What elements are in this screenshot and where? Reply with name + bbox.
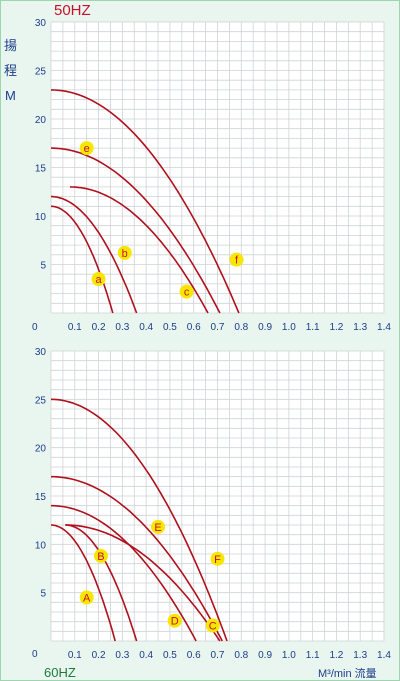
curve-f	[50, 89, 240, 314]
x-tick-label: 0.8	[234, 650, 248, 661]
curve-label-bubble-B	[93, 548, 108, 563]
x-tick-label: 1.2	[329, 322, 343, 333]
curve-label-F: F	[214, 554, 221, 566]
origin-label-60hz: 0	[32, 649, 38, 660]
curve-label-bubble-A	[79, 590, 94, 605]
x-tick-label: 0.6	[187, 650, 201, 661]
x-tick-label: 0.4	[139, 322, 153, 333]
x-tick-label: 0.5	[163, 322, 177, 333]
x-tick-label: 0.4	[139, 650, 153, 661]
x-tick-label: 1.1	[306, 650, 320, 661]
x-tick-label: 0.1	[68, 650, 82, 661]
x-tick-label: 0.2	[92, 322, 106, 333]
x-tick-label: 0.7	[211, 650, 225, 661]
y-tick-label: 30	[35, 347, 47, 358]
x-ticks-50hz: 0.1 0.2 0.3 0.4 0.5 0.6 0.7 0.8 0.9 1.0 1.1 1.2 1.3 1…	[68, 322, 392, 333]
x-tick-label: 1.0	[282, 650, 296, 661]
x-ticks-60hz: 0.1 0.2 0.3 0.4 0.5 0.6 0.7 0.8 0.9 1.0 1.1 1.2 1.3 1…	[68, 650, 392, 661]
x-tick-label: 0.6	[187, 322, 201, 333]
curve-label-bubble-b	[117, 245, 132, 260]
curve-label-B: B	[97, 551, 104, 563]
x-tick-label: 1.0	[282, 322, 296, 333]
x-tick-label: 1.3	[353, 322, 367, 333]
y-tick-label: 10	[35, 212, 47, 223]
curve-F	[50, 398, 228, 642]
curve-D	[51, 504, 197, 642]
curve-label-b: b	[122, 248, 128, 260]
curve-label-a: a	[96, 274, 103, 286]
x-axis-label: M³/min 流量	[318, 666, 377, 680]
y-tick-label: 5	[40, 261, 46, 272]
curve-label-bubble-f	[229, 252, 244, 267]
curve-label-e: e	[84, 143, 90, 155]
y-tick-label: 25	[35, 395, 47, 406]
chart-60hz: A B C D E F 5 10 15 20 25 30 0.1 0.2 0.3 0.4 0.5 0.6 0.7…	[32, 347, 391, 680]
curve-E	[51, 475, 224, 642]
x-tick-label: 0.7	[211, 322, 225, 333]
curve-b	[51, 195, 138, 314]
curve-label-D: D	[171, 616, 179, 628]
curve-label-bubble-c	[179, 284, 194, 299]
y-axis-label-char-3: M	[5, 88, 16, 103]
y-ticks-50hz: 5 10 15 20 25 30	[35, 18, 47, 272]
y-tick-label: 15	[35, 164, 47, 175]
chart-title-60hz: 60HZ	[44, 665, 76, 680]
x-tick-label: 0.3	[115, 322, 129, 333]
curve-A	[51, 524, 116, 642]
x-tick-label: 1.3	[353, 650, 367, 661]
curve-labels-50hz: a b c e f	[79, 141, 244, 299]
origin-label-50hz: 0	[32, 322, 38, 333]
x-tick-label: 0.1	[68, 322, 82, 333]
curve-label-f: f	[235, 255, 239, 267]
curve-labels-60hz: A B C D E F	[79, 519, 225, 633]
x-tick-label: 1.4	[377, 650, 391, 661]
y-tick-label: 5	[40, 589, 46, 600]
y-tick-label: 30	[35, 18, 47, 29]
x-tick-label: 0.9	[258, 650, 272, 661]
curves-60hz	[50, 398, 228, 642]
y-axis-label-char-1: 揚	[4, 38, 17, 53]
chart-title-50hz: 50HZ	[54, 2, 91, 19]
curve-label-bubble-D	[167, 613, 182, 628]
curve-label-c: c	[184, 287, 190, 299]
x-tick-label: 0.3	[115, 650, 129, 661]
curve-label-bubble-C	[205, 618, 220, 633]
x-tick-label: 0.8	[234, 322, 248, 333]
x-tick-label: 0.5	[163, 650, 177, 661]
y-tick-label: 15	[35, 492, 47, 503]
x-tick-label: 1.4	[377, 322, 391, 333]
y-tick-label: 25	[35, 67, 47, 78]
curve-C	[65, 524, 221, 642]
curve-label-bubble-E	[151, 519, 166, 534]
curve-d	[50, 147, 221, 314]
curve-label-A: A	[83, 593, 91, 605]
curve-label-bubble-e	[79, 141, 94, 156]
grid-50hz	[50, 21, 385, 314]
x-tick-label: 1.1	[306, 322, 320, 333]
curve-label-E: E	[154, 522, 161, 534]
curve-label-bubble-F	[210, 551, 225, 566]
y-ticks-60hz: 5 10 15 20 25 30	[35, 347, 47, 600]
grid-60hz	[50, 350, 385, 642]
curve-label-bubble-a	[91, 272, 106, 287]
curve-c	[69, 186, 209, 314]
y-tick-label: 10	[35, 540, 47, 551]
y-tick-label: 20	[35, 444, 47, 455]
x-tick-label: 1.2	[329, 650, 343, 661]
x-tick-label: 0.2	[92, 650, 106, 661]
y-axis-label-char-2: 程	[4, 63, 17, 78]
y-tick-label: 20	[35, 115, 47, 126]
curve-label-C: C	[209, 621, 217, 633]
x-tick-label: 0.9	[258, 322, 272, 333]
